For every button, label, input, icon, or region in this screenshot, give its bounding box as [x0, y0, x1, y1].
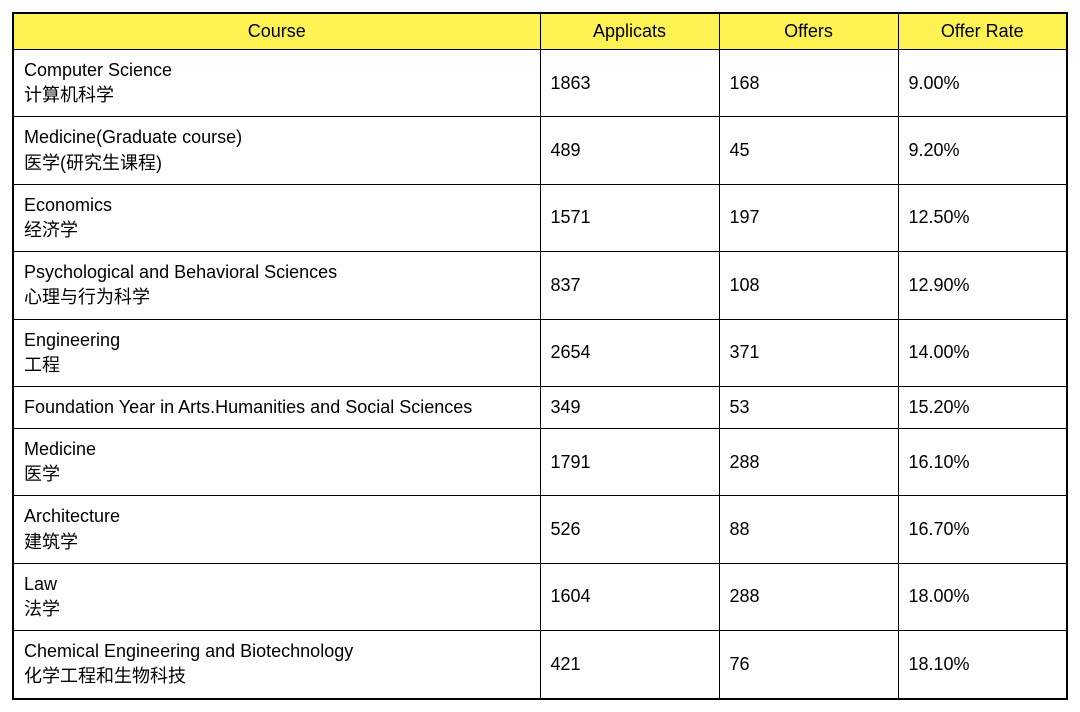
cell-course: Computer Science计算机科学 [14, 50, 541, 117]
cell-applicants: 489 [540, 117, 719, 184]
cell-offer-rate: 9.20% [898, 117, 1066, 184]
course-name-en: Architecture [24, 504, 530, 529]
cell-applicants: 1863 [540, 50, 719, 117]
admissions-table-container: Course Applicats Offers Offer Rate Compu… [12, 12, 1068, 700]
col-header-offer-rate: Offer Rate [898, 14, 1066, 50]
course-name-zh: 法学 [24, 597, 530, 622]
col-header-course: Course [14, 14, 541, 50]
table-row: Chemical Engineering and Biotechnology化学… [14, 631, 1067, 698]
cell-applicants: 1791 [540, 429, 719, 496]
course-name-en: Engineering [24, 328, 530, 353]
course-name-zh: 计算机科学 [24, 83, 530, 108]
cell-applicants: 1571 [540, 184, 719, 251]
table-row: Computer Science计算机科学18631689.00% [14, 50, 1067, 117]
course-name-en: Medicine(Graduate course) [24, 125, 530, 150]
admissions-table: Course Applicats Offers Offer Rate Compu… [13, 13, 1067, 699]
cell-offers: 88 [719, 496, 898, 563]
cell-offers: 45 [719, 117, 898, 184]
course-name-zh: 医学 [24, 462, 530, 487]
cell-offers: 288 [719, 563, 898, 630]
cell-course: Architecture建筑学 [14, 496, 541, 563]
cell-offer-rate: 18.10% [898, 631, 1066, 698]
cell-offer-rate: 18.00% [898, 563, 1066, 630]
course-name-zh: 心理与行为科学 [24, 285, 530, 310]
cell-offer-rate: 16.70% [898, 496, 1066, 563]
course-name-en: Law [24, 572, 530, 597]
cell-offer-rate: 12.90% [898, 252, 1066, 319]
table-row: Psychological and Behavioral Sciences心理与… [14, 252, 1067, 319]
col-header-offers: Offers [719, 14, 898, 50]
table-row: Foundation Year in Arts.Humanities and S… [14, 386, 1067, 428]
course-name-zh: 建筑学 [24, 530, 530, 555]
course-name-zh: 化学工程和生物科技 [24, 664, 530, 689]
cell-course: Medicine(Graduate course)医学(研究生课程) [14, 117, 541, 184]
cell-course: Law法学 [14, 563, 541, 630]
table-row: Medicine(Graduate course)医学(研究生课程)489459… [14, 117, 1067, 184]
cell-course: Chemical Engineering and Biotechnology化学… [14, 631, 541, 698]
cell-offers: 168 [719, 50, 898, 117]
col-header-applicants: Applicats [540, 14, 719, 50]
course-name-en: Computer Science [24, 58, 530, 83]
course-name-en: Foundation Year in Arts.Humanities and S… [24, 395, 530, 420]
cell-offers: 371 [719, 319, 898, 386]
cell-offers: 197 [719, 184, 898, 251]
course-name-en: Economics [24, 193, 530, 218]
table-row: Architecture建筑学5268816.70% [14, 496, 1067, 563]
course-name-en: Medicine [24, 437, 530, 462]
cell-offers: 53 [719, 386, 898, 428]
cell-course: Medicine医学 [14, 429, 541, 496]
cell-offer-rate: 16.10% [898, 429, 1066, 496]
course-name-zh: 医学(研究生课程) [24, 151, 530, 176]
course-name-en: Psychological and Behavioral Sciences [24, 260, 530, 285]
cell-offer-rate: 14.00% [898, 319, 1066, 386]
cell-applicants: 421 [540, 631, 719, 698]
cell-applicants: 2654 [540, 319, 719, 386]
cell-applicants: 837 [540, 252, 719, 319]
table-row: Law法学160428818.00% [14, 563, 1067, 630]
table-body: Computer Science计算机科学18631689.00%Medicin… [14, 50, 1067, 699]
table-row: Economics经济学157119712.50% [14, 184, 1067, 251]
course-name-zh: 工程 [24, 353, 530, 378]
cell-applicants: 1604 [540, 563, 719, 630]
cell-offer-rate: 12.50% [898, 184, 1066, 251]
cell-course: Foundation Year in Arts.Humanities and S… [14, 386, 541, 428]
course-name-en: Chemical Engineering and Biotechnology [24, 639, 530, 664]
cell-course: Economics经济学 [14, 184, 541, 251]
cell-offer-rate: 9.00% [898, 50, 1066, 117]
cell-offer-rate: 15.20% [898, 386, 1066, 428]
cell-offers: 108 [719, 252, 898, 319]
cell-offers: 76 [719, 631, 898, 698]
cell-offers: 288 [719, 429, 898, 496]
course-name-zh: 经济学 [24, 218, 530, 243]
table-header: Course Applicats Offers Offer Rate [14, 14, 1067, 50]
table-row: Medicine医学179128816.10% [14, 429, 1067, 496]
cell-applicants: 526 [540, 496, 719, 563]
table-header-row: Course Applicats Offers Offer Rate [14, 14, 1067, 50]
cell-course: Psychological and Behavioral Sciences心理与… [14, 252, 541, 319]
cell-applicants: 349 [540, 386, 719, 428]
table-row: Engineering工程265437114.00% [14, 319, 1067, 386]
cell-course: Engineering工程 [14, 319, 541, 386]
